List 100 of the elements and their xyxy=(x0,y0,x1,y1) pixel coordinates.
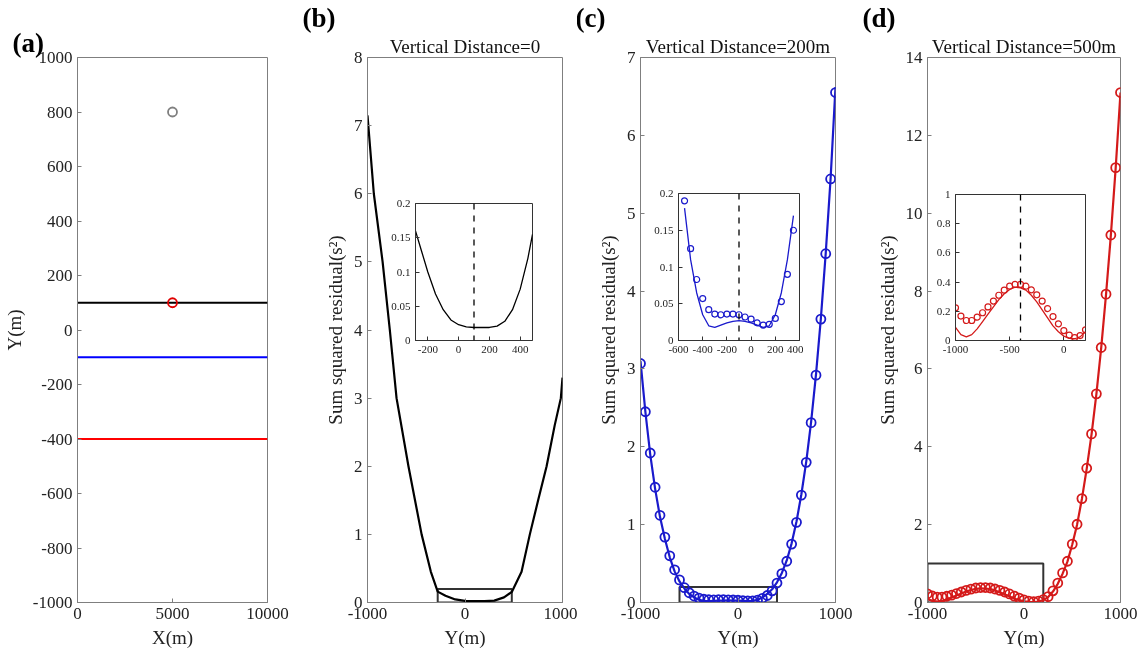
point xyxy=(723,310,731,318)
y-tick-label: 6 xyxy=(627,125,636,145)
point xyxy=(1076,493,1088,504)
point xyxy=(640,406,651,418)
x-tick-label: -500 xyxy=(999,342,1021,355)
y-tick-label: 0 xyxy=(945,334,951,346)
point xyxy=(664,550,676,562)
point xyxy=(1013,592,1025,603)
y-tick-label: -200 xyxy=(41,375,73,394)
point xyxy=(805,417,817,429)
point xyxy=(994,584,1006,596)
point xyxy=(1008,590,1020,602)
point xyxy=(644,447,656,459)
x-axis-title: X(m) xyxy=(151,626,194,649)
point xyxy=(984,582,996,594)
point xyxy=(975,582,986,593)
text: (d) xyxy=(862,2,896,33)
y-tick-label: 1 xyxy=(354,524,363,544)
x-tick-label: -200 xyxy=(417,342,439,355)
point xyxy=(1057,567,1068,579)
y-tick-label: 2 xyxy=(914,515,923,535)
y-axis-title: Sum squared residual(s²) xyxy=(325,235,347,425)
point xyxy=(753,319,761,327)
point xyxy=(1071,518,1083,530)
y-tick-label: 800 xyxy=(47,102,73,122)
point xyxy=(962,316,970,325)
point xyxy=(759,321,767,329)
point xyxy=(1086,428,1097,440)
y-axis-title: Sum squared residual(s²) xyxy=(598,235,620,425)
point xyxy=(1043,304,1052,313)
point xyxy=(957,312,965,320)
point xyxy=(791,516,802,528)
point xyxy=(669,564,681,576)
y-tick-label: 0.4 xyxy=(936,275,951,288)
point xyxy=(717,594,729,603)
x-axis-title: Y(m) xyxy=(444,626,486,649)
y-tick-label: 0.2 xyxy=(659,187,674,199)
point xyxy=(674,574,685,586)
point xyxy=(1071,333,1079,341)
chart-title: Vertical Distance=500m xyxy=(931,35,1117,57)
y-tick-label: 1 xyxy=(945,188,951,200)
point xyxy=(1081,462,1093,474)
line-series xyxy=(683,207,795,328)
point xyxy=(761,590,773,601)
y-tick-label: 0.8 xyxy=(936,217,951,230)
point xyxy=(999,586,1011,598)
point xyxy=(1105,229,1117,241)
y-tick-label: 8 xyxy=(354,48,363,67)
x-tick-label: 200 xyxy=(767,342,785,355)
point xyxy=(1016,280,1025,289)
point xyxy=(654,509,666,521)
point xyxy=(705,306,713,314)
point xyxy=(1027,286,1035,294)
point xyxy=(659,531,671,543)
point xyxy=(978,309,987,317)
chart-title: Vertical Distance=0 xyxy=(389,35,541,57)
point xyxy=(800,456,812,468)
point xyxy=(688,590,700,602)
y-tick-label: 5 xyxy=(354,252,363,272)
point xyxy=(747,315,755,323)
point xyxy=(699,295,707,303)
x-tick-label: 400 xyxy=(787,342,804,355)
point xyxy=(927,590,938,602)
y-axis-title: Y(m) xyxy=(3,309,26,351)
y-tick-label: 600 xyxy=(47,157,73,176)
y-tick-label: 4 xyxy=(354,320,363,340)
y-tick-label: 0.15 xyxy=(391,231,411,244)
point xyxy=(810,369,822,381)
point xyxy=(1022,282,1030,290)
y-tick-label: 200 xyxy=(47,266,73,285)
point xyxy=(678,582,690,594)
x-tick-label: 0 xyxy=(455,342,462,355)
x-tick-label: 0 xyxy=(1019,603,1029,623)
y-tick-label: 12 xyxy=(905,125,923,145)
point xyxy=(973,313,981,321)
y-tick-label: 10 xyxy=(905,203,923,223)
point xyxy=(777,297,785,306)
point xyxy=(727,594,739,603)
point xyxy=(771,314,779,323)
point xyxy=(936,591,948,603)
point xyxy=(965,583,977,595)
x-tick-label: 0 xyxy=(733,603,743,623)
point xyxy=(741,313,749,321)
y-tick-label: 0.05 xyxy=(654,297,674,310)
point xyxy=(1006,282,1014,290)
point xyxy=(789,226,798,234)
point xyxy=(1000,286,1008,294)
point xyxy=(970,582,982,594)
x-tick-label: 400 xyxy=(511,342,529,355)
point xyxy=(1062,555,1073,567)
point xyxy=(722,594,734,603)
point xyxy=(820,248,832,260)
y-tick-label: 0.15 xyxy=(654,223,674,236)
point xyxy=(1047,585,1059,597)
point xyxy=(955,586,967,598)
point xyxy=(717,311,725,319)
chart-title: Vertical Distance=200m xyxy=(645,35,831,57)
y-tick-label: 7 xyxy=(627,48,636,67)
point xyxy=(693,592,705,603)
x-tick-label: 0 xyxy=(1061,342,1068,355)
